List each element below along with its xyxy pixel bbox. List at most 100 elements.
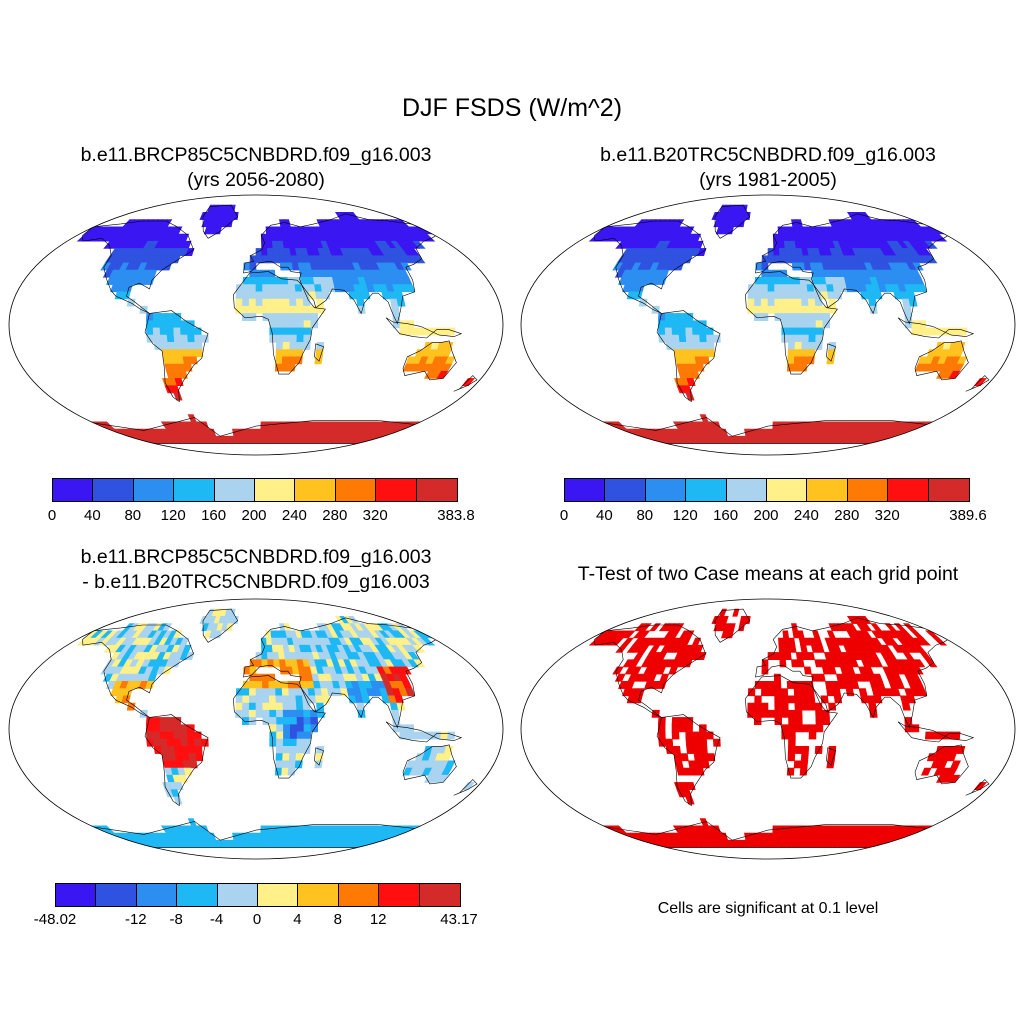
grid-cell [249,688,257,697]
grid-cell [858,688,868,697]
colorbar-swatch [53,479,94,501]
grid-cell [807,695,816,704]
grid-cell [788,731,796,740]
grid-cell [815,313,824,321]
grid-cell [671,320,680,329]
grid-cell [282,313,291,321]
grid-cell [412,731,421,740]
grid-cell [781,327,789,336]
colorbar-swatch [686,479,727,501]
grid-cell [180,320,188,329]
grid-cell [183,363,193,372]
grid-cell [692,746,702,754]
grid-cell [116,435,131,444]
grid-cell [255,428,262,437]
grid-cell [788,334,796,343]
grid-cell [906,695,917,704]
grid-cell [753,709,762,718]
grid-cell [690,370,700,379]
grid-cell [817,673,826,682]
coastline-namerica [594,220,706,314]
grid-cell [194,738,203,747]
grid-cell [664,320,673,329]
grid-cell [918,327,927,336]
grid-cell [923,832,940,841]
grid-cell [287,767,296,776]
grid-cell [761,688,769,697]
grid-cell [787,298,796,307]
grid-cell [767,435,773,444]
grid-cell [808,305,817,314]
grid-cell [255,709,264,718]
panel-case-title-line1: b.e11.BRCP85C5CNBDRD.f09_g16.003 [80,144,432,166]
grid-cell [273,255,281,264]
colorbar-swatch [254,479,296,501]
grid-cell [159,731,168,740]
grid-cell [828,702,837,711]
grid-cell [683,659,693,668]
grid-cell [801,702,810,711]
grid-cell [310,717,319,725]
grid-cell [399,724,408,733]
colorbar-swatch [174,479,215,501]
grid-cell [195,349,204,358]
grid-cell [242,702,250,711]
grid-cell [393,839,409,848]
grid-cell [235,695,244,704]
coastline-madagascar [826,747,836,766]
grid-cell [788,738,796,747]
grid-cell [762,832,769,841]
grid-cell [587,825,604,834]
grid-cell [754,313,762,321]
grid-cell [678,724,686,733]
grid-cell [180,342,190,350]
grid-cell [795,724,803,733]
grid-cell [173,320,181,329]
grid-cell [303,709,311,718]
grid-cell [402,832,418,841]
grid-cell [289,327,298,336]
colorbar-swatch [645,479,687,501]
grid-cell [171,255,181,264]
map-case-field [73,204,478,444]
grid-cell [787,349,796,358]
grid-cell [294,284,303,293]
grid-cell [699,334,708,343]
colorbar-tick-label: 120 [672,507,698,524]
grid-cell [145,327,154,336]
grid-cell [255,688,263,697]
grid-cell [282,305,291,314]
grid-cell [303,717,312,725]
grid-cell [767,839,773,848]
colorbar-tick-label: 389.6 [949,507,987,524]
grid-cell [774,702,782,711]
grid-cell [787,753,796,762]
grid-cell [754,839,760,848]
grid-cell [391,305,400,314]
grid-cell [801,342,810,350]
grid-cell [808,327,817,336]
colorbar-swatch [565,479,606,501]
grid-cell [296,709,305,718]
grid-cell [281,284,290,293]
colorbar-swatch [56,884,97,906]
grid-cell [145,313,154,321]
grid-cell [400,262,412,271]
grid-cell [799,277,808,285]
grid-cell [412,240,426,249]
grid-cell [246,832,252,841]
grid-cell [173,731,182,740]
grid-cell [103,435,119,444]
grid-cell [275,298,284,307]
grid-cell [262,284,270,293]
grid-cell [754,717,762,725]
grid-cell [619,435,635,444]
grid-cell [282,753,290,762]
grid-cell [251,839,257,848]
colorbar-swatch [807,479,848,501]
grid-cell [905,839,921,848]
grid-cell [266,240,274,249]
colorbar-control-ticks: 0 40 80 120 160 200 240 280 320 389.6 [560,507,987,527]
grid-cell [276,327,284,336]
map-border [8,598,504,860]
